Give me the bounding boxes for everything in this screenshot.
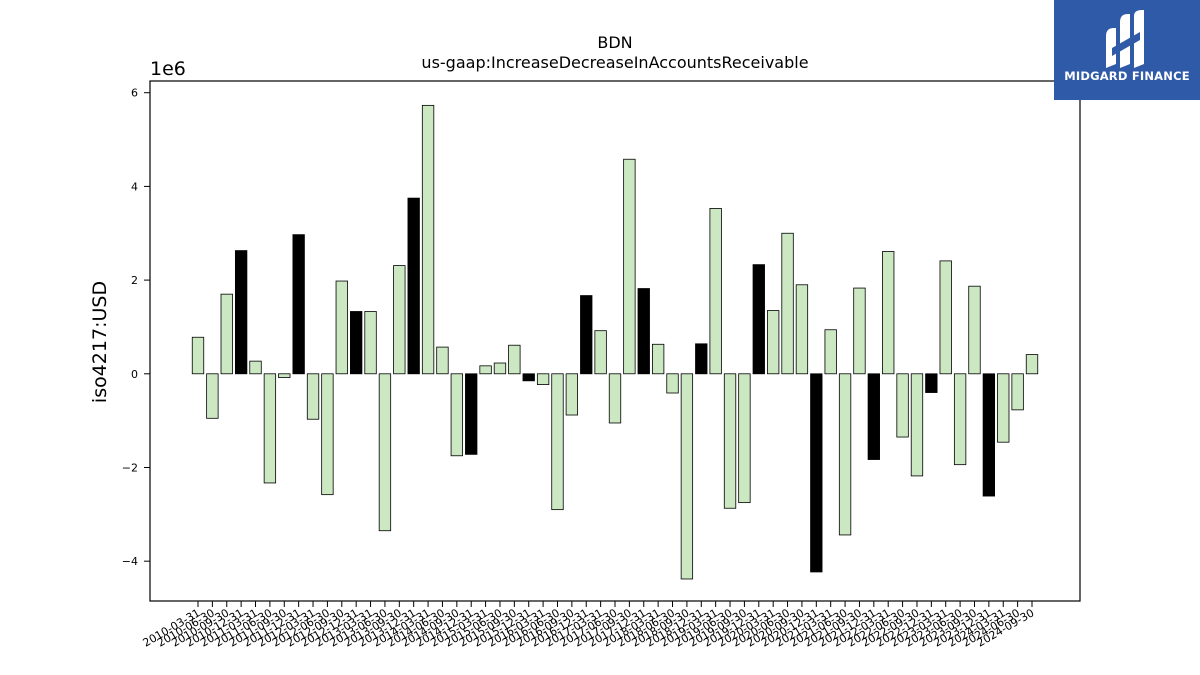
bar-2010-06-30 — [206, 373, 219, 419]
bar-2012-09-30 — [335, 280, 348, 375]
y-axis: −4 −2 0 2 4 6 — [122, 87, 150, 568]
bars-group — [191, 104, 1039, 580]
bar-2021-06-30 — [838, 373, 852, 536]
bar-2010-03-31 — [191, 336, 205, 375]
bar-2021-03-31 — [824, 329, 837, 375]
bar-2019-06-30 — [723, 373, 737, 509]
bar-2020-12-31 — [810, 373, 823, 573]
bar-2015-03-31 — [479, 365, 492, 375]
chart-title: BDN — [597, 33, 632, 52]
y-tick-label: 0 — [131, 368, 138, 381]
plot-frame — [149, 80, 1081, 602]
midgard-finance-logo-icon — [1106, 10, 1144, 68]
bar-2020-03-31 — [767, 310, 780, 375]
bar-2022-09-30 — [910, 373, 924, 477]
midgard-finance-logo: MIDGARD FINANCE — [1054, 0, 1200, 100]
chart-subtitle: us-gaap:IncreaseDecreaseInAccountsReceiv… — [421, 53, 808, 72]
y-tick-label: 4 — [131, 180, 138, 193]
brand-name: MIDGARD FINANCE — [1064, 69, 1190, 83]
bar-2018-09-30 — [680, 373, 694, 580]
bar-2012-12-31 — [350, 311, 363, 375]
bar-2021-09-30 — [853, 287, 866, 375]
y-tick-label: 6 — [131, 87, 138, 100]
bar-2013-12-31 — [407, 197, 420, 375]
bar-2011-03-31 — [249, 360, 262, 375]
bar-2018-12-31 — [695, 343, 708, 375]
bar-2019-09-30 — [738, 373, 751, 504]
bar-2024-06-30 — [1011, 373, 1024, 411]
bar-2010-09-30 — [220, 293, 233, 375]
bar-2024-03-31 — [997, 373, 1010, 443]
x-axis: 2010-03-312010-06-302010-09-302010-12-31… — [141, 601, 1037, 650]
bar-2011-12-31 — [292, 234, 305, 375]
y-axis-offset-text: 1e6 — [150, 58, 186, 80]
bar-2013-06-30 — [378, 373, 392, 532]
bar-2016-03-31 — [536, 373, 550, 385]
bar-2021-12-31 — [867, 373, 880, 460]
bar-2017-12-31 — [637, 288, 650, 375]
y-tick-label: −2 — [122, 461, 138, 474]
bar-2023-09-30 — [968, 285, 981, 375]
bar-2013-09-30 — [393, 265, 406, 375]
bar-2017-06-30 — [608, 373, 622, 424]
bar-2014-03-31 — [421, 104, 435, 375]
bar-2017-09-30 — [623, 158, 636, 375]
bar-2019-12-31 — [752, 264, 765, 375]
bar-2022-03-31 — [882, 251, 895, 375]
bar-2018-06-30 — [666, 373, 679, 394]
bar-2018-03-31 — [651, 343, 665, 375]
bar-2016-06-30 — [551, 373, 564, 511]
bar-2012-03-31 — [306, 373, 320, 420]
bar-2022-12-31 — [925, 373, 938, 393]
bar-2023-12-31 — [982, 373, 996, 497]
bar-2016-09-30 — [565, 373, 579, 416]
bar-2022-06-30 — [896, 373, 909, 438]
bar-2020-09-30 — [795, 284, 809, 375]
bar-2019-03-31 — [709, 208, 722, 375]
bar-2016-12-31 — [580, 295, 593, 375]
bar-2014-12-31 — [465, 373, 478, 455]
y-tick-label: −4 — [122, 555, 138, 568]
bar-2015-06-30 — [493, 362, 507, 375]
y-tick-label: 2 — [131, 274, 138, 287]
bar-2015-09-30 — [508, 344, 521, 375]
bar-2013-03-31 — [364, 311, 377, 375]
bar-2014-09-30 — [450, 373, 463, 457]
bar-2012-06-30 — [321, 373, 334, 496]
bar-2017-03-31 — [594, 330, 607, 375]
bar-2010-12-31 — [234, 250, 248, 375]
bar-2023-03-31 — [939, 260, 952, 375]
bar-2024-09-30 — [1025, 354, 1039, 375]
bar-2011-06-30 — [263, 373, 277, 484]
bar-2011-09-30 — [278, 373, 291, 378]
bar-2023-06-30 — [953, 373, 967, 466]
bar-2020-06-30 — [781, 232, 794, 375]
y-axis-label: iso4217:USD — [89, 281, 111, 403]
bar-2015-12-31 — [522, 373, 535, 382]
bar-2014-06-30 — [436, 346, 449, 375]
